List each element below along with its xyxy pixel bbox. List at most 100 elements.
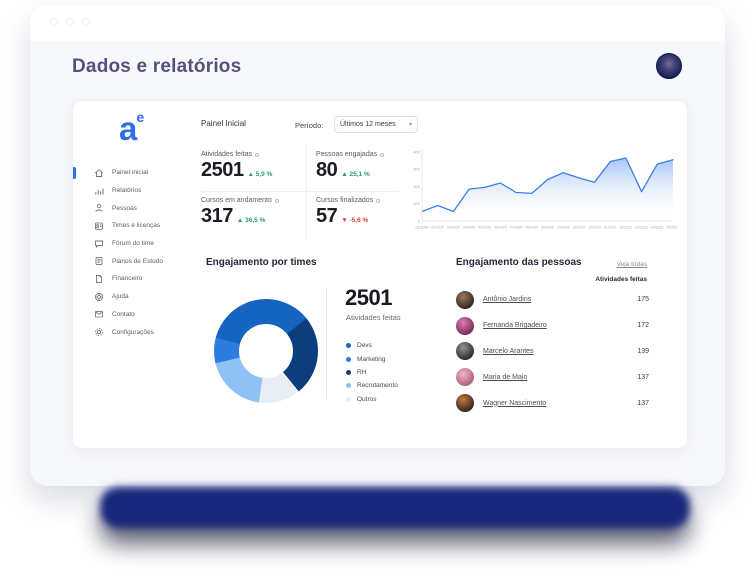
logo-letter: a bbox=[119, 110, 137, 147]
sidebar-item-label: Painel inicial bbox=[112, 169, 149, 177]
panel-breadcrumb: Painel Inicial bbox=[201, 119, 246, 128]
person-activities-value: 139 bbox=[637, 347, 649, 355]
sidebar-item-configuracoes[interactable]: Configurações bbox=[73, 323, 193, 341]
person-avatar bbox=[456, 290, 474, 309]
trend-area-chart: 400 300 200 100 0 01/2020 02/2020 03/2020 04/202… bbox=[406, 145, 680, 237]
info-icon[interactable] bbox=[254, 152, 259, 157]
window-dot-icon[interactable] bbox=[50, 18, 58, 26]
teams-section-title: Engajamento por times bbox=[206, 257, 317, 268]
id-badge-icon bbox=[94, 221, 104, 231]
person-activities-value: 175 bbox=[637, 296, 649, 304]
person-row: Marcelo Arantes 139 bbox=[456, 339, 649, 365]
legend-dot-icon bbox=[346, 356, 351, 362]
x-tick-label: 10/2020 bbox=[557, 226, 570, 230]
user-avatar[interactable] bbox=[656, 53, 682, 79]
card-base-shadow bbox=[100, 487, 690, 528]
x-tick-label: 04/2020 bbox=[463, 226, 476, 230]
dashboard-card: ae Painel inicial Relatórios Pessoas bbox=[72, 100, 688, 449]
legend-dot-icon bbox=[346, 383, 351, 389]
kpi-label: Cursos finalizados bbox=[316, 197, 374, 204]
legend-item-recrutamento: Recrutamento bbox=[346, 379, 398, 392]
chevron-down-icon: ▾ bbox=[408, 122, 412, 128]
legend-label: Devs bbox=[357, 342, 372, 350]
kpi-pessoas-engajadas: Pessoas engajadas 80 ▲ 25,1 % bbox=[307, 146, 399, 192]
sidebar-item-pessoas[interactable]: Pessoas bbox=[73, 199, 193, 217]
info-icon[interactable] bbox=[380, 152, 385, 157]
x-tick-label: 09/2020 bbox=[541, 226, 554, 230]
teams-total-label: Atividades feitas bbox=[346, 313, 401, 322]
kpi-value: 317 bbox=[201, 205, 233, 227]
logo-sup: e bbox=[136, 109, 145, 125]
sidebar-item-ajuda[interactable]: Ajuda bbox=[73, 288, 193, 306]
sidebar-nav: Painel inicial Relatórios Pessoas Times … bbox=[73, 164, 193, 341]
x-tick-label: 02/2021 bbox=[619, 226, 632, 230]
kpi-cursos-em-andamento: Cursos em andamento 317 ▲ 36,5 % bbox=[201, 192, 307, 238]
teams-total-value: 2501 bbox=[345, 285, 392, 310]
sidebar-item-label: Contato bbox=[112, 310, 135, 318]
y-tick-label: 0 bbox=[418, 218, 421, 223]
info-icon[interactable] bbox=[274, 198, 279, 203]
person-activities-value: 137 bbox=[637, 373, 649, 381]
legend-item-marketing: Marketing bbox=[346, 352, 398, 365]
people-list: Antônio Jardins 175 Fernanda Brigadeiro … bbox=[456, 287, 649, 416]
sidebar-item-financeiro[interactable]: Financeiro bbox=[73, 270, 193, 288]
person-name-link[interactable]: Wagner Nascimento bbox=[483, 399, 547, 407]
x-tick-label: 07/2020 bbox=[510, 226, 523, 230]
kpi-value: 80 bbox=[316, 159, 338, 181]
y-tick-label: 300 bbox=[413, 167, 420, 172]
teams-legend: Devs Marketing RH Recrutamento Outros bbox=[346, 339, 398, 406]
brand-logo: ae bbox=[119, 109, 144, 148]
file-icon bbox=[94, 274, 104, 284]
sidebar-item-relatorios[interactable]: Relatórios bbox=[73, 182, 193, 200]
x-tick-label: 04/2021 bbox=[651, 226, 664, 230]
kpi-grid: Atividades feitas 2501 ▲ 5,9 % Pessoas en… bbox=[201, 146, 399, 238]
legend-item-outros: Outros bbox=[346, 393, 398, 406]
person-avatar bbox=[456, 394, 474, 413]
sidebar-item-label: Ajuda bbox=[112, 293, 129, 301]
person-name-link[interactable]: Marcelo Arantes bbox=[483, 347, 534, 355]
person-name-link[interactable]: Antônio Jardins bbox=[483, 296, 532, 304]
kpi-atividades-feitas: Atividades feitas 2501 ▲ 5,9 % bbox=[201, 146, 307, 192]
sidebar-item-label: Pessoas bbox=[112, 204, 137, 212]
person-name-link[interactable]: Maria de Maio bbox=[483, 373, 528, 381]
x-tick-label: 12/2020 bbox=[588, 226, 601, 230]
sidebar-item-forum-do-time[interactable]: Fórum do time bbox=[73, 235, 193, 253]
kpi-delta-badge: ▲ 25,1 % bbox=[341, 171, 370, 178]
x-tick-label: 02/2020 bbox=[431, 226, 444, 230]
sidebar-item-label: Planos de Estudo bbox=[112, 257, 163, 265]
sidebar-item-times-e-licencas[interactable]: Times e licenças bbox=[73, 217, 193, 235]
period-select[interactable]: Últimos 12 meses ▾ bbox=[334, 116, 418, 133]
window-dot-icon[interactable] bbox=[66, 18, 74, 26]
section-divider bbox=[326, 287, 327, 399]
person-row: Antônio Jardins 175 bbox=[456, 287, 649, 313]
kpi-delta-badge: ▲ 36,5 % bbox=[236, 217, 266, 224]
legend-dot-icon bbox=[346, 343, 351, 349]
legend-item-devs: Devs bbox=[346, 339, 398, 352]
info-icon[interactable] bbox=[376, 198, 381, 203]
y-tick-label: 100 bbox=[413, 201, 420, 206]
kpi-label: Pessoas engajadas bbox=[316, 151, 378, 158]
x-tick-label: 06/2020 bbox=[494, 226, 507, 230]
document-icon bbox=[94, 256, 104, 266]
app-window: Dados e relatórios ae Painel inicial Rel… bbox=[30, 5, 725, 486]
gear-icon bbox=[94, 327, 104, 337]
sidebar-item-planos-de-estudo[interactable]: Planos de Estudo bbox=[73, 252, 193, 270]
see-all-link[interactable]: Veja todas bbox=[616, 261, 647, 268]
window-dot-icon[interactable] bbox=[82, 18, 90, 26]
person-name-link[interactable]: Fernanda Brigadeiro bbox=[483, 322, 547, 330]
sidebar-item-contato[interactable]: Contato bbox=[73, 306, 193, 324]
kpi-label: Cursos em andamento bbox=[201, 197, 272, 204]
envelope-icon bbox=[94, 309, 104, 319]
person-row: Wagner Nascimento 137 bbox=[456, 390, 649, 416]
person-avatar bbox=[456, 368, 474, 387]
person-activities-value: 172 bbox=[637, 322, 649, 330]
sidebar-item-painel-inicial[interactable]: Painel inicial bbox=[73, 164, 193, 182]
person-avatar bbox=[456, 342, 474, 361]
legend-label: Recrutamento bbox=[357, 382, 398, 390]
trend-line bbox=[421, 157, 674, 213]
window-content: Dados e relatórios ae Painel inicial Rel… bbox=[30, 41, 725, 486]
person-row: Maria de Maio 137 bbox=[456, 364, 649, 390]
